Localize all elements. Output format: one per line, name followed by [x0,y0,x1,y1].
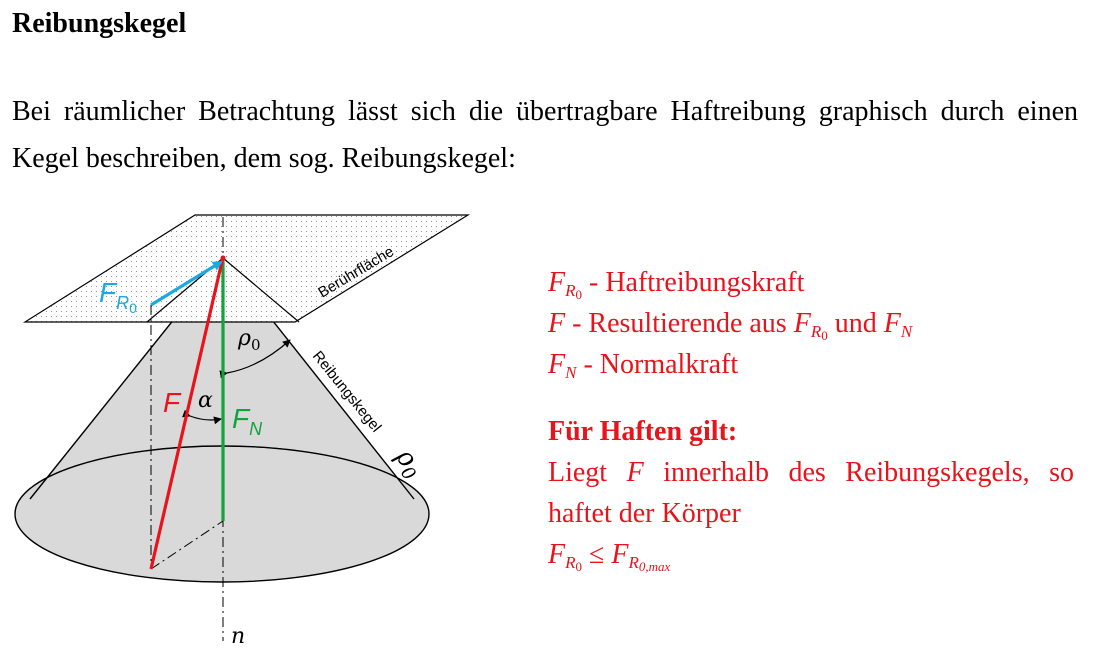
cone-right-edge-over-plane [222,257,300,323]
intro-paragraph: Bei räumlicher Betrachtung lässt sich di… [12,96,1078,174]
rule-text: Liegt F innerhalb des Reibungskegels, so… [548,457,1074,529]
rule-title: Für Haften gilt: [548,416,738,447]
angle-rho-arc [219,339,291,379]
legend: FR0 - Haftreibungskraft F - Resultierend… [548,262,1078,575]
label-rho0: ρ0 [237,326,260,354]
label-FN: FN [232,403,263,439]
friction-cone-figure: Berührfläche Reibungskegel ρ0 FR0 F α FN… [14,214,471,649]
angle-alpha-arc [182,409,222,425]
contact-plane [22,214,471,323]
helper-base [150,520,224,570]
label-FR0: FR0 [99,277,137,316]
label-axis-n: n [231,624,245,649]
force-FR0-arrow [150,260,223,307]
page-title: Reibungskegel [12,8,187,39]
cone-apex [220,255,226,261]
legend-row-haftreibung: FR0 - Haftreibungskraft [548,267,805,302]
label-F: F [163,387,182,418]
legend-row-normalkraft: FN - Normalkraft [548,349,739,382]
rule-inequality: FR0 ≤ FR0,max [548,539,671,574]
force-F-line [149,256,225,570]
legend-row-resultierende: F - Resultierende aus FR0 und FN [548,308,913,343]
label-alpha: α [198,388,213,413]
